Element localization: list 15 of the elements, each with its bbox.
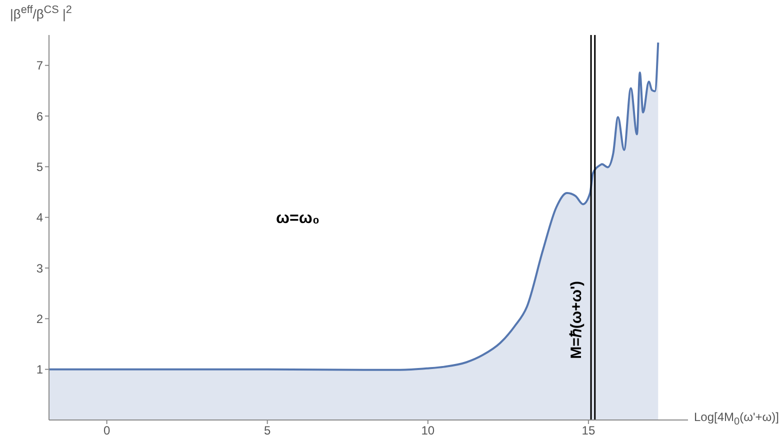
y-tick-label: 4 <box>36 210 44 225</box>
ref-line-label: M=ℏ(ω+ω') <box>568 280 586 359</box>
y-tick-label: 5 <box>36 160 44 174</box>
x-tick-label: 15 <box>582 424 596 438</box>
x-tick-label: 5 <box>264 424 272 438</box>
y-tick-label: 6 <box>36 109 44 124</box>
x-tick-label: 0 <box>103 424 110 438</box>
annotation: ω=ω₀ <box>276 210 320 228</box>
y-axis-title: |β$^{eff}$/β$^{CS}$ |$^{2}$ <box>10 4 72 22</box>
x-tick-label: 10 <box>421 424 435 438</box>
y-tick-label: 1 <box>36 362 44 377</box>
y-tick-label: 3 <box>36 261 44 276</box>
y-tick-label: 2 <box>36 312 44 326</box>
x-axis-title: Log[4M$_{0}$(ω'+ω)] <box>694 410 779 428</box>
y-tick-label: 7 <box>36 58 44 73</box>
